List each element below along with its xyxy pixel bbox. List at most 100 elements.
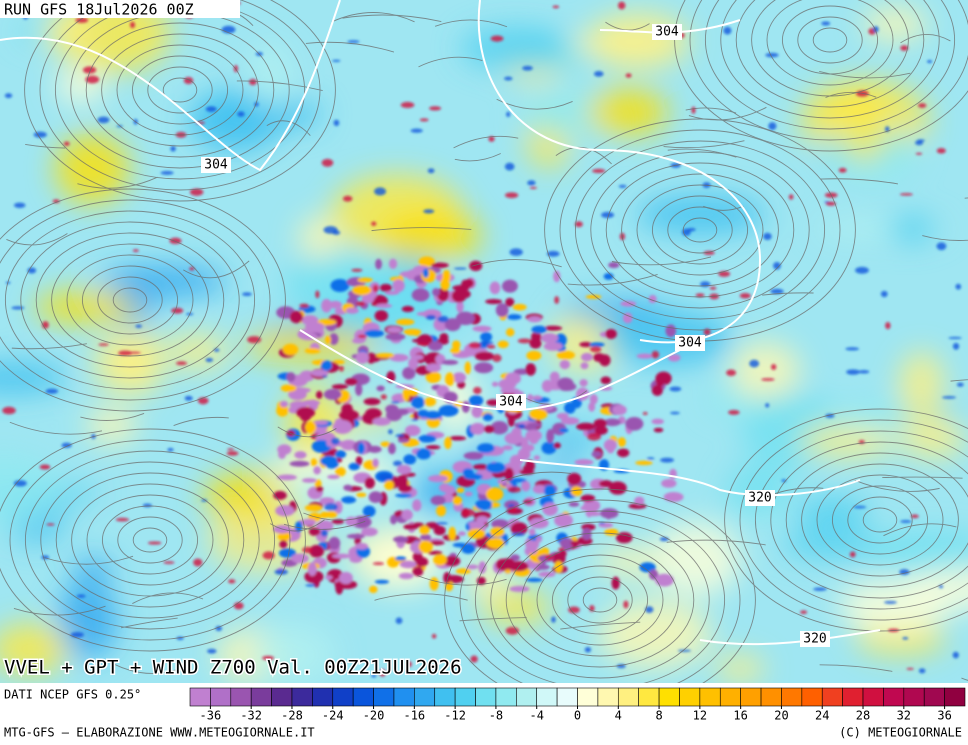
colorbar-tick-label: -20 (363, 709, 385, 723)
speckle (348, 462, 360, 471)
speckle (471, 406, 483, 418)
speckle (553, 442, 561, 449)
speckle (625, 73, 632, 78)
speckle (430, 495, 446, 506)
speckle (411, 418, 419, 421)
speckle (770, 288, 784, 294)
colorbar-swatch (699, 687, 721, 707)
colorbar-swatch (189, 687, 211, 707)
speckle (379, 283, 393, 292)
streamline (459, 499, 741, 683)
speckle (388, 442, 396, 455)
speckle (324, 335, 332, 344)
speckle (763, 232, 772, 240)
speckle (617, 1, 626, 10)
speckle (403, 523, 419, 530)
speckle (351, 268, 363, 272)
streamline (86, 494, 214, 586)
field-blob (908, 565, 968, 612)
contour-label-box (745, 490, 775, 506)
speckle (560, 417, 580, 425)
colorbar-tick-label: 20 (774, 709, 788, 723)
streamline (536, 554, 664, 646)
speckle (593, 71, 604, 77)
colorbar-tick-label: 8 (655, 709, 662, 723)
speckle (580, 352, 593, 362)
speckle (528, 528, 536, 536)
speckle (464, 361, 471, 375)
colorbar-swatch (454, 687, 476, 707)
speckle (413, 354, 424, 360)
streamline (703, 205, 744, 211)
speckle (437, 287, 450, 302)
footer-left: MTG-GFS — ELABORAZIONE WWW.METEOGIORNALE… (4, 726, 315, 740)
streamline (735, 0, 925, 108)
speckle (433, 525, 446, 536)
speckle (375, 353, 395, 358)
speckle (601, 211, 615, 219)
speckle (237, 111, 245, 117)
speckle (677, 649, 691, 652)
speckle (583, 499, 601, 513)
speckle (228, 579, 236, 584)
speckle (416, 448, 432, 460)
speckle (444, 436, 452, 450)
speckle (611, 576, 620, 590)
streamline (417, 575, 507, 586)
speckle (346, 533, 365, 539)
colorbar-swatch (577, 687, 599, 707)
streamline (831, 485, 929, 555)
speckle (425, 363, 442, 373)
speckle (418, 434, 437, 443)
streamline (689, 0, 968, 141)
speckle (429, 577, 439, 591)
speckle (615, 532, 633, 544)
streamline (101, 505, 199, 575)
speckle (163, 561, 175, 564)
speckle (207, 648, 217, 654)
speckle (440, 277, 450, 291)
speckle (76, 594, 86, 598)
streamline (551, 565, 649, 635)
speckle (396, 465, 412, 475)
speckle (309, 544, 325, 558)
speckle (915, 152, 923, 155)
speckle (402, 388, 410, 402)
speckle (592, 168, 606, 174)
speckle (470, 422, 486, 435)
streamline (0, 188, 286, 412)
speckle (559, 359, 571, 370)
speckle (488, 136, 495, 142)
speckle (452, 340, 461, 350)
speckle (274, 569, 288, 575)
speckle (579, 379, 588, 387)
speckle (473, 386, 482, 395)
speckle (279, 540, 288, 549)
speckle (277, 531, 292, 542)
speckle (521, 437, 529, 451)
streamline (97, 276, 163, 324)
speckle (275, 505, 295, 517)
field-blob (781, 529, 885, 559)
speckle (39, 464, 51, 470)
speckle (328, 536, 341, 550)
streamline (816, 474, 944, 566)
speckle (788, 194, 794, 200)
streamline (85, 22, 275, 158)
streamline (131, 55, 229, 125)
streamline (9, 421, 103, 435)
speckle (521, 480, 531, 492)
speckle (371, 674, 377, 678)
field-blob (55, 68, 107, 104)
streamline (621, 173, 779, 287)
contour-labels: 304 304 304 304 320 320 (201, 24, 830, 647)
streamline (847, 496, 913, 544)
speckle (425, 445, 441, 450)
speckle (477, 443, 495, 454)
speckle (529, 338, 542, 349)
field-blob (33, 290, 138, 325)
speckle (469, 260, 483, 271)
speckle (436, 505, 447, 517)
speckle (439, 483, 451, 493)
speckle (429, 106, 442, 111)
